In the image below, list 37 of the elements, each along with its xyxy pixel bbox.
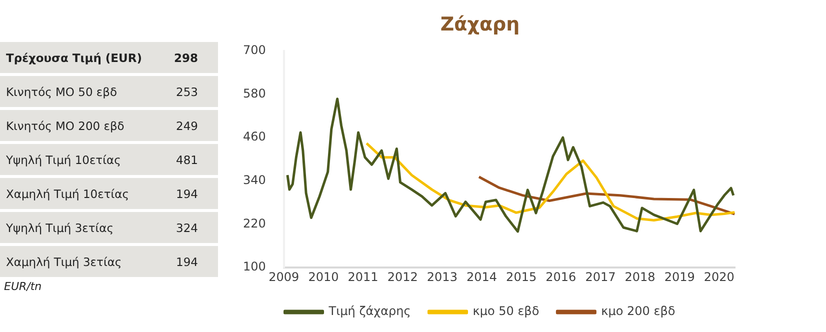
data-label: 298 (174, 50, 198, 64)
x-tick-label: 2017 (585, 270, 616, 284)
data-label: 481 (176, 152, 198, 166)
text: EUR/tn (4, 280, 43, 293)
category-label: Κινητός ΜΟ 200 εβδ (6, 118, 124, 132)
legend-label: κμο 200 εβδ (601, 304, 676, 318)
x-tick-label: 2016 (546, 270, 576, 284)
y-tick-label: 580 (243, 86, 266, 100)
x-tick-label: 2013 (426, 270, 458, 284)
category-label: Υψηλή Τιμή 10ετίας (6, 152, 121, 166)
chart-title: Ζάχαρη (440, 13, 520, 36)
data-label: 253 (176, 84, 198, 98)
category-label: Χαμηλή Τιμή 3ετίας (6, 254, 122, 268)
data-label: 324 (176, 220, 198, 234)
x-tick-label: 2019 (664, 270, 695, 284)
x-tick-label: 2015 (506, 270, 537, 284)
category-label: Κινητός ΜΟ 50 εβδ (6, 84, 118, 98)
x-tick-label: 2014 (466, 270, 498, 284)
x-tick-label: 2009 (268, 270, 300, 284)
data-label: 194 (176, 254, 198, 268)
legend-label: Τιμή ζάχαρης (328, 304, 411, 318)
y-tick-label: 700 (243, 42, 266, 57)
y-tick-label: 100 (243, 260, 266, 274)
y-tick-label: 340 (243, 173, 266, 188)
x-tick-label: 2018 (624, 270, 656, 284)
x-tick-label: 2010 (308, 270, 339, 284)
data-label: 194 (176, 186, 198, 200)
category-label: Τρέχουσα Τιμή (EUR) (6, 50, 142, 64)
x-tick-label: 2011 (348, 270, 378, 284)
data-label: 249 (176, 118, 198, 132)
category-label: Υψηλή Τιμή 3ετίας (6, 220, 114, 234)
legend-label: κμο 50 εβδ (472, 304, 540, 318)
x-tick-label: 2020 (704, 270, 734, 284)
x-tick-label: 2012 (387, 270, 418, 284)
y-tick-label: 220 (243, 216, 266, 230)
category-label: Χαμηλή Τιμή 10ετίας (6, 186, 129, 200)
y-tick-label: 460 (243, 130, 266, 144)
